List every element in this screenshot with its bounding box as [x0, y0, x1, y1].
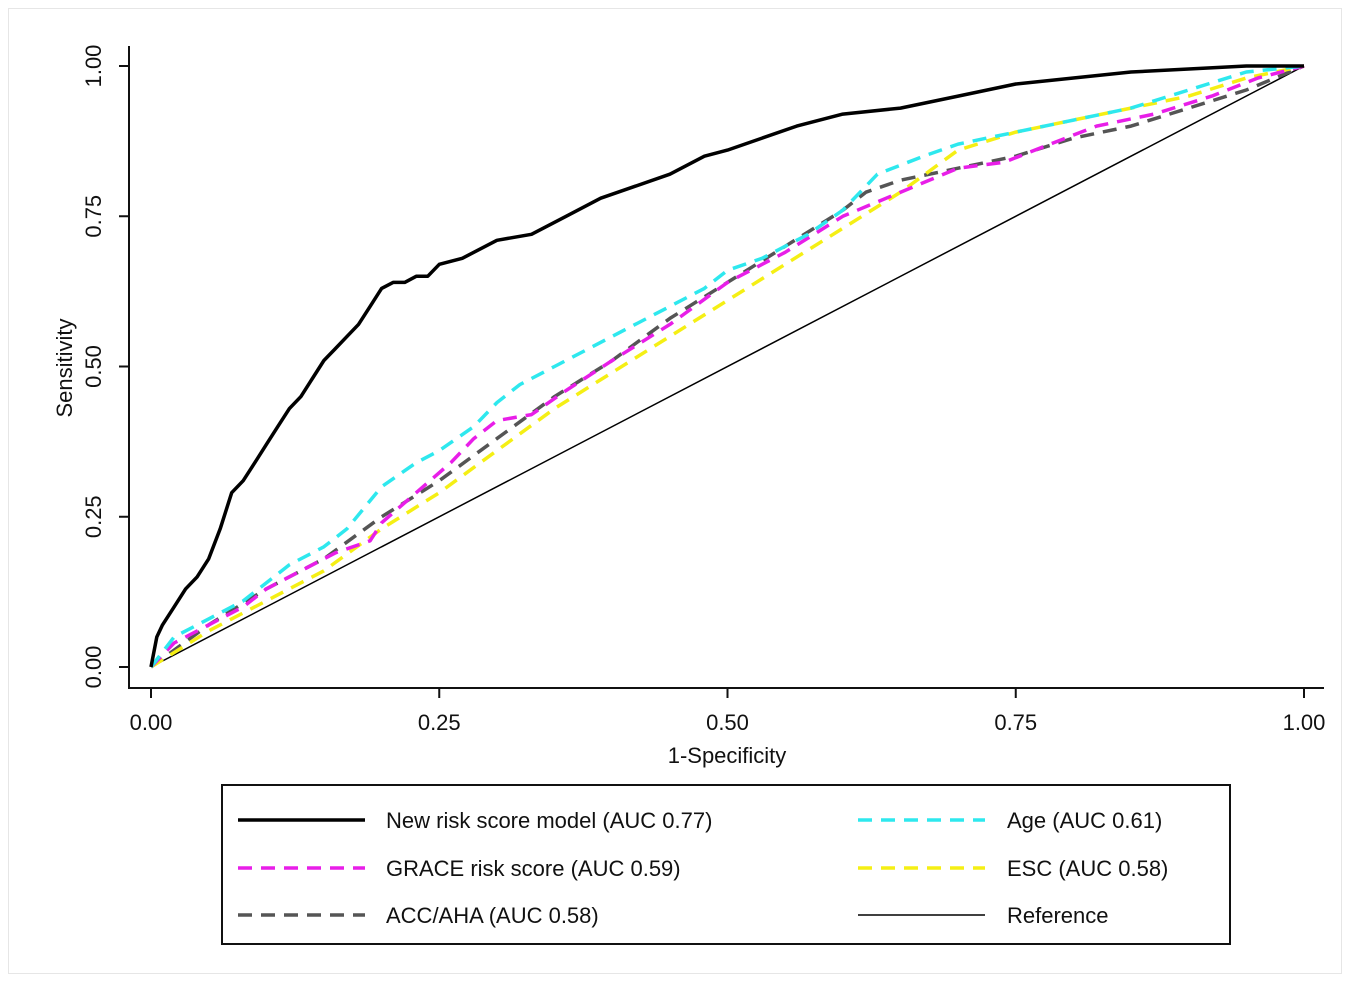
y-tick-label: 1.00 — [81, 45, 106, 88]
y-axis-label: Sensitivity — [52, 318, 77, 417]
legend-label: GRACE risk score (AUC 0.59) — [386, 856, 681, 881]
legend-label: ACC/AHA (AUC 0.58) — [386, 903, 599, 928]
series-line-grace — [149, 64, 1305, 669]
axes: 0.00 0.25 0.50 0.75 1.00 0.00 0.25 0.50 0.75 1.00 — [81, 45, 1325, 735]
series-line-new — [149, 64, 1304, 668]
series-line-reference — [150, 65, 1305, 668]
legend: New risk score model (AUC 0.77) Age (AUC … — [221, 784, 1231, 945]
y-tick-label: 0.75 — [81, 195, 106, 238]
series-layer — [149, 64, 1305, 669]
series-line-accaha — [149, 64, 1305, 669]
y-tick-label: 0.25 — [81, 495, 106, 538]
legend-label: ESC (AUC 0.58) — [1007, 856, 1168, 881]
legend-label: New risk score model (AUC 0.77) — [386, 808, 712, 833]
x-tick-label: 0.75 — [994, 710, 1037, 735]
x-tick-label: 0.50 — [706, 710, 749, 735]
legend-label: Reference — [1007, 903, 1109, 928]
x-tick-label: 0.00 — [130, 710, 173, 735]
series-line-age — [149, 64, 1305, 669]
legend-box — [221, 784, 1231, 945]
figure-frame — [8, 8, 1342, 974]
y-tick-label: 0.50 — [81, 345, 106, 388]
x-tick-label: 0.25 — [418, 710, 461, 735]
y-tick-label: 0.00 — [81, 646, 106, 689]
x-axis-label: 1-Specificity — [668, 743, 787, 768]
x-tick-label: 1.00 — [1283, 710, 1326, 735]
legend-label: Age (AUC 0.61) — [1007, 808, 1162, 833]
